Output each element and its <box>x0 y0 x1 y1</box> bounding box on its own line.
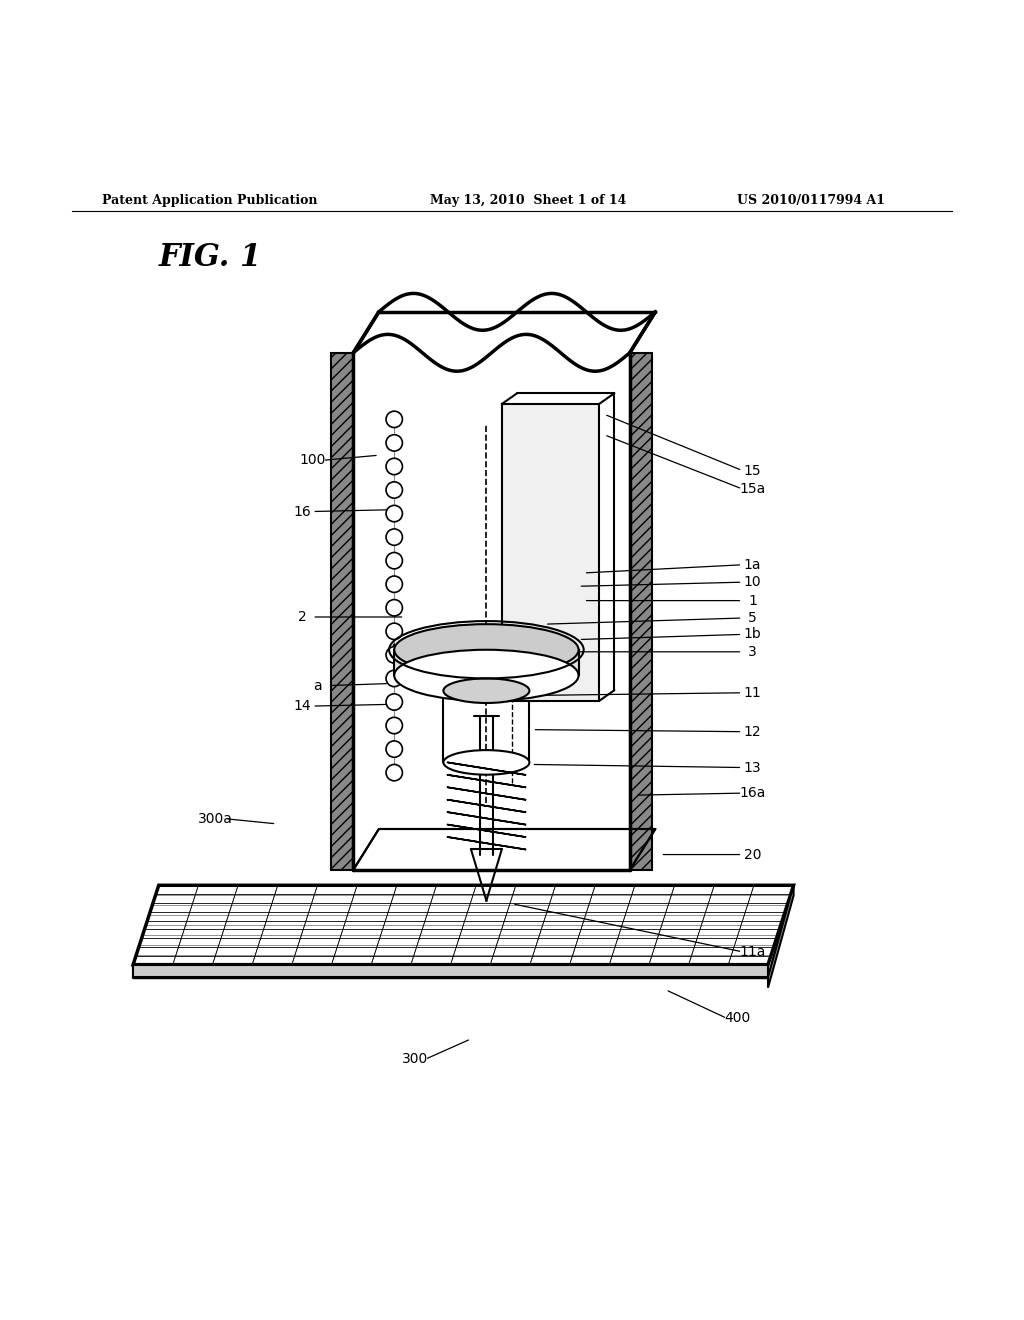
Text: 1b: 1b <box>743 627 762 642</box>
Circle shape <box>386 482 402 498</box>
Circle shape <box>386 506 402 521</box>
Circle shape <box>386 694 402 710</box>
Text: 11: 11 <box>743 686 762 700</box>
Circle shape <box>386 599 402 616</box>
Circle shape <box>386 647 402 663</box>
Circle shape <box>386 411 402 428</box>
Circle shape <box>386 434 402 451</box>
Text: 400: 400 <box>724 1011 751 1026</box>
Polygon shape <box>133 965 768 977</box>
Polygon shape <box>331 352 353 870</box>
Text: 300: 300 <box>401 1052 428 1067</box>
Text: US 2010/0117994 A1: US 2010/0117994 A1 <box>737 194 886 207</box>
Ellipse shape <box>394 624 579 676</box>
Text: 1a: 1a <box>743 558 762 572</box>
Text: a: a <box>313 678 322 693</box>
Ellipse shape <box>443 750 529 775</box>
Text: 11a: 11a <box>739 945 766 958</box>
Circle shape <box>386 576 402 593</box>
Circle shape <box>386 741 402 758</box>
Text: 100: 100 <box>299 453 326 467</box>
Circle shape <box>386 529 402 545</box>
Polygon shape <box>630 352 652 870</box>
Circle shape <box>386 458 402 475</box>
Text: 5: 5 <box>749 611 757 624</box>
Text: 16: 16 <box>293 504 311 519</box>
Text: Patent Application Publication: Patent Application Publication <box>102 194 317 207</box>
Text: 2: 2 <box>298 610 306 624</box>
Text: 15: 15 <box>743 463 762 478</box>
Text: 12: 12 <box>743 725 762 739</box>
Text: 15a: 15a <box>739 482 766 496</box>
Circle shape <box>386 764 402 781</box>
Text: 10: 10 <box>743 576 762 589</box>
Text: 13: 13 <box>743 760 762 775</box>
Text: FIG. 1: FIG. 1 <box>159 242 262 273</box>
Circle shape <box>386 623 402 639</box>
Text: 20: 20 <box>743 847 762 862</box>
Text: 3: 3 <box>749 644 757 659</box>
Polygon shape <box>133 886 794 965</box>
Ellipse shape <box>394 649 579 701</box>
Text: 300a: 300a <box>198 812 232 826</box>
Text: 14: 14 <box>293 700 311 713</box>
Circle shape <box>386 553 402 569</box>
Polygon shape <box>502 404 599 701</box>
Text: May 13, 2010  Sheet 1 of 14: May 13, 2010 Sheet 1 of 14 <box>430 194 627 207</box>
Text: 16a: 16a <box>739 787 766 800</box>
Polygon shape <box>768 886 794 987</box>
Polygon shape <box>394 649 579 676</box>
Circle shape <box>386 671 402 686</box>
Ellipse shape <box>443 678 529 704</box>
Circle shape <box>386 717 402 734</box>
Text: 1: 1 <box>749 594 757 607</box>
